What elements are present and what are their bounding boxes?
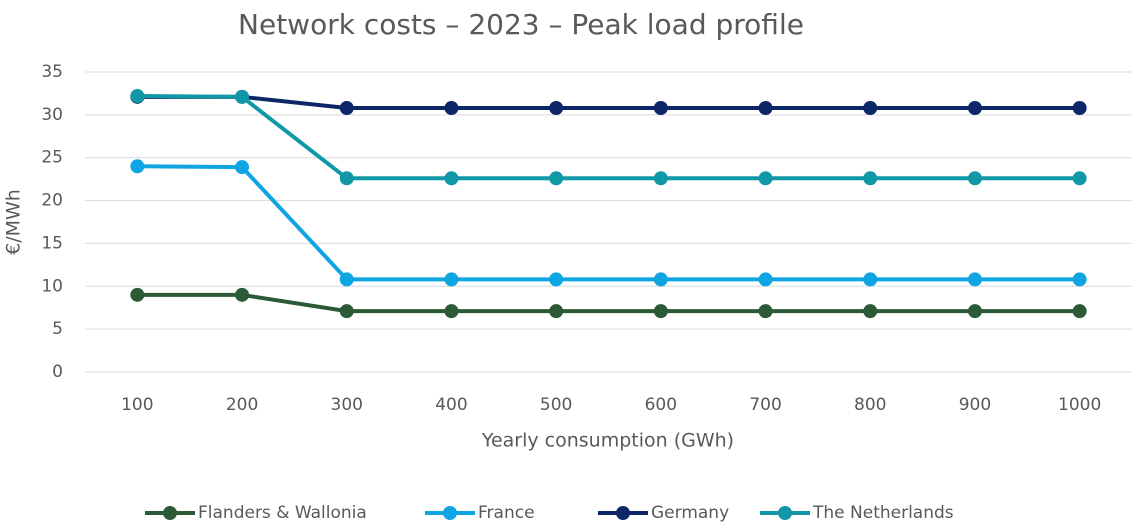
data-point bbox=[444, 101, 459, 115]
data-point bbox=[130, 89, 145, 103]
data-point bbox=[549, 304, 564, 319]
y-tick-label: 20 bbox=[41, 191, 63, 211]
legend-marker bbox=[778, 506, 792, 520]
y-tick-label: 35 bbox=[41, 62, 63, 82]
data-point bbox=[130, 287, 145, 302]
data-point bbox=[967, 171, 982, 186]
data-point bbox=[863, 304, 878, 319]
data-point bbox=[653, 171, 668, 186]
y-tick-label: 30 bbox=[41, 105, 63, 125]
data-point bbox=[549, 171, 564, 186]
legend-label: The Netherlands bbox=[812, 503, 954, 523]
data-point bbox=[863, 272, 878, 287]
x-tick-label: 800 bbox=[854, 395, 886, 415]
data-point bbox=[1072, 304, 1087, 319]
x-tick-label: 1000 bbox=[1058, 395, 1101, 415]
series-line bbox=[137, 164, 1080, 282]
data-point bbox=[1072, 101, 1087, 115]
legend-label: Germany bbox=[651, 503, 729, 523]
y-tick-label: 10 bbox=[41, 276, 63, 296]
legend-label: France bbox=[478, 503, 535, 523]
y-axis-title: €/MWh bbox=[3, 189, 25, 255]
x-tick-label: 600 bbox=[645, 395, 677, 415]
data-point bbox=[863, 171, 878, 186]
data-point bbox=[967, 304, 982, 319]
x-tick-label: 200 bbox=[226, 395, 258, 415]
y-tick-label: 0 bbox=[52, 362, 63, 382]
data-point bbox=[653, 101, 668, 115]
data-point bbox=[758, 304, 773, 319]
data-point bbox=[339, 101, 354, 115]
data-point bbox=[653, 304, 668, 319]
y-tick-label: 15 bbox=[41, 233, 63, 253]
data-point bbox=[339, 272, 354, 287]
data-point bbox=[653, 272, 668, 287]
data-point bbox=[339, 304, 354, 319]
x-tick-label: 300 bbox=[331, 395, 363, 415]
data-point bbox=[235, 89, 250, 104]
data-point bbox=[1072, 272, 1087, 287]
series-line bbox=[137, 94, 1080, 110]
data-point bbox=[863, 101, 878, 115]
x-axis-title: Yearly consumption (GWh) bbox=[481, 430, 734, 452]
legend-label: Flanders & Wallonia bbox=[198, 503, 367, 523]
data-point bbox=[758, 272, 773, 287]
chart-title: Network costs – 2023 – Peak load profile bbox=[238, 8, 804, 41]
legend-marker bbox=[443, 506, 457, 520]
data-point bbox=[967, 101, 982, 115]
legend-marker bbox=[163, 506, 177, 520]
data-point bbox=[130, 159, 145, 174]
data-point bbox=[967, 272, 982, 287]
data-point bbox=[339, 171, 354, 186]
legend-marker bbox=[616, 506, 630, 520]
x-tick-label: 100 bbox=[121, 395, 153, 415]
x-tick-label: 400 bbox=[435, 395, 467, 415]
data-point bbox=[549, 272, 564, 287]
y-tick-label: 5 bbox=[52, 319, 63, 339]
data-point bbox=[444, 272, 459, 287]
x-tick-label: 500 bbox=[540, 395, 572, 415]
x-tick-label: 900 bbox=[959, 395, 991, 415]
series-line bbox=[137, 292, 1080, 314]
data-point bbox=[1072, 171, 1087, 186]
series-line bbox=[137, 94, 1080, 181]
data-point bbox=[758, 171, 773, 186]
data-point bbox=[758, 101, 773, 115]
data-point bbox=[235, 160, 250, 175]
data-point bbox=[444, 171, 459, 186]
data-point bbox=[444, 304, 459, 319]
data-point bbox=[235, 287, 250, 302]
x-tick-label: 700 bbox=[749, 395, 781, 415]
data-point bbox=[549, 101, 564, 115]
y-tick-label: 25 bbox=[41, 148, 63, 168]
